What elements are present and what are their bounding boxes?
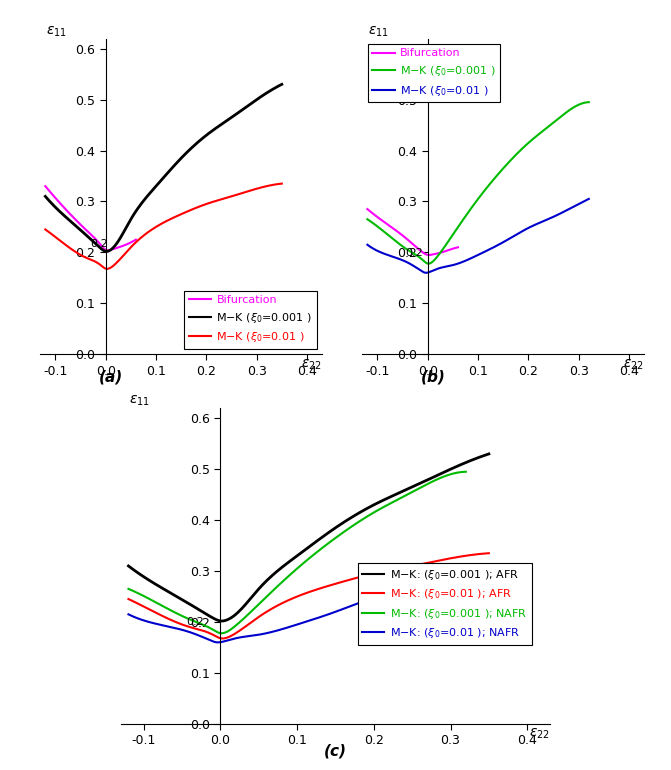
Legend: Bifurcation, M$-$K ($\xi_0$=0.001 ), M$-$K ($\xi_0$=0.01 ): Bifurcation, M$-$K ($\xi_0$=0.001 ), M$-… [184,290,317,349]
Legend: Bifurcation, M$-$K ($\xi_0$=0.001 ), M$-$K ($\xi_0$=0.01 ): Bifurcation, M$-$K ($\xi_0$=0.001 ), M$-… [368,44,501,102]
Text: (c): (c) [324,743,347,758]
Text: 0.2: 0.2 [405,248,423,258]
Text: $\varepsilon_{22}$: $\varepsilon_{22}$ [529,727,550,742]
Text: $\varepsilon_{11}$: $\varepsilon_{11}$ [368,24,389,38]
Text: (a): (a) [99,370,123,384]
Text: $\varepsilon_{11}$: $\varepsilon_{11}$ [130,393,150,408]
Text: $\varepsilon_{22}$: $\varepsilon_{22}$ [623,357,644,372]
Text: $\varepsilon_{11}$: $\varepsilon_{11}$ [46,24,67,38]
Legend: M$-$K: ($\xi_0$=0.001 ); AFR, M$-$K: ($\xi_0$=0.01 ); AFR, M$-$K: ($\xi_0$=0.001: M$-$K: ($\xi_0$=0.001 ); AFR, M$-$K: ($\… [358,563,532,644]
Text: 0.2: 0.2 [91,239,108,249]
Text: $\varepsilon_{22}$: $\varepsilon_{22}$ [301,357,322,372]
Text: (b): (b) [420,370,446,384]
Text: 0.2: 0.2 [186,617,204,627]
